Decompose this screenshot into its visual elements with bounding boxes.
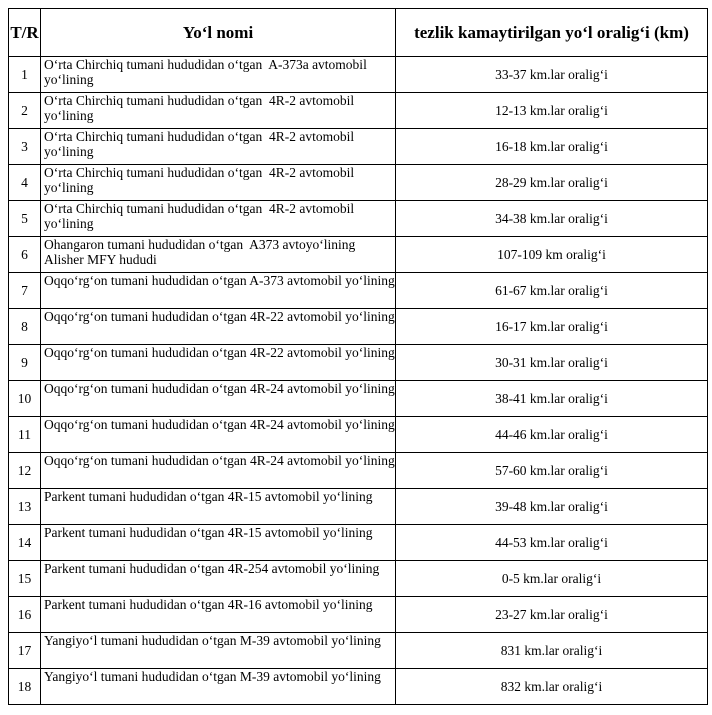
table-row: 7 Oqqo‘rg‘on tumani hududidan o‘tgan A-37… — [8, 272, 708, 309]
road-name-text: Parkent tumani hududidan o‘tgan 4R-254 a… — [44, 561, 380, 577]
road-name-text: Oqqo‘rg‘on tumani hududidan o‘tgan 4R-22… — [44, 345, 395, 361]
road-name: Oqqo‘rg‘on tumani hududidan o‘tgan 4R-24… — [40, 452, 396, 489]
road-name: Yangiyo‘l tumani hududidan o‘tgan M-39 a… — [40, 632, 396, 669]
header-range: tezlik kamaytirilgan yo‘l oralig‘i (km) — [395, 8, 708, 57]
road-range: 0-5 km.lar oralig‘i — [395, 560, 708, 597]
road-range: 44-53 km.lar oralig‘i — [395, 524, 708, 561]
road-name-text: O‘rta Chirchiq tumani hududidan o‘tgan 4… — [44, 165, 358, 196]
road-range: 57-60 km.lar oralig‘i — [395, 452, 708, 489]
road-name-text: Yangiyo‘l tumani hududidan o‘tgan M-39 a… — [44, 633, 381, 649]
table-row: 16 Parkent tumani hududidan o‘tgan 4R-16 … — [8, 596, 708, 633]
header-number: T/R — [8, 8, 41, 57]
road-name: O‘rta Chirchiq tumani hududidan o‘tgan 4… — [40, 92, 396, 129]
road-name-text: O‘rta Chirchiq tumani hududidan o‘tgan 4… — [44, 201, 358, 232]
road-name-text: Ohangaron tumani hududidan o‘tgan A373 a… — [44, 237, 358, 268]
road-range: 12-13 km.lar oralig‘i — [395, 92, 708, 129]
table-row: 1 O‘rta Chirchiq tumani hududidan o‘tgan … — [8, 56, 708, 93]
row-number: 5 — [8, 200, 41, 237]
row-number: 9 — [8, 344, 41, 381]
table-row: 13 Parkent tumani hududidan o‘tgan 4R-15 … — [8, 488, 708, 525]
road-name: Parkent tumani hududidan o‘tgan 4R-16 av… — [40, 596, 396, 633]
road-name-text: Parkent tumani hududidan o‘tgan 4R-15 av… — [44, 525, 373, 541]
road-range: 28-29 km.lar oralig‘i — [395, 164, 708, 201]
road-range: 23-27 km.lar oralig‘i — [395, 596, 708, 633]
row-number: 7 — [8, 272, 41, 309]
road-name-text: Oqqo‘rg‘on tumani hududidan o‘tgan 4R-22… — [44, 309, 395, 325]
road-name: Oqqo‘rg‘on tumani hududidan o‘tgan 4R-24… — [40, 380, 396, 417]
road-name: Ohangaron tumani hududidan o‘tgan A373 a… — [40, 236, 396, 273]
road-range: 39-48 km.lar oralig‘i — [395, 488, 708, 525]
road-name-text: O‘rta Chirchiq tumani hududidan o‘tgan 4… — [44, 93, 358, 124]
table-row: 5 O‘rta Chirchiq tumani hududidan o‘tgan … — [8, 200, 708, 237]
road-name: Oqqo‘rg‘on tumani hududidan o‘tgan 4R-22… — [40, 308, 396, 345]
table-row: 6 Ohangaron tumani hududidan o‘tgan A373 … — [8, 236, 708, 273]
road-range: 38-41 km.lar oralig‘i — [395, 380, 708, 417]
table-row: 11 Oqqo‘rg‘on tumani hududidan o‘tgan 4R-… — [8, 416, 708, 453]
road-name-text: Yangiyo‘l tumani hududidan o‘tgan M-39 a… — [44, 669, 381, 685]
row-number: 15 — [8, 560, 41, 597]
row-number: 12 — [8, 452, 41, 489]
road-name: Oqqo‘rg‘on tumani hududidan o‘tgan A-373… — [40, 272, 396, 309]
road-name: O‘rta Chirchiq tumani hududidan o‘tgan A… — [40, 56, 396, 93]
table-row: 12 Oqqo‘rg‘on tumani hududidan o‘tgan 4R-… — [8, 452, 708, 489]
header-road-name: Yo‘l nomi — [40, 8, 396, 57]
road-range: 34-38 km.lar oralig‘i — [395, 200, 708, 237]
row-number: 16 — [8, 596, 41, 633]
road-name-text: Oqqo‘rg‘on tumani hududidan o‘tgan 4R-24… — [44, 381, 395, 397]
header-row: T/R Yo‘l nomi tezlik kamaytirilgan yo‘l … — [8, 8, 708, 57]
road-name-text: Oqqo‘rg‘on tumani hududidan o‘tgan A-373… — [44, 273, 395, 289]
road-name: Yangiyo‘l tumani hududidan o‘tgan M-39 a… — [40, 668, 396, 705]
row-number: 18 — [8, 668, 41, 705]
road-range: 107-109 km oralig‘i — [395, 236, 708, 273]
road-range: 30-31 km.lar oralig‘i — [395, 344, 708, 381]
road-range: 16-17 km.lar oralig‘i — [395, 308, 708, 345]
road-name-text: Oqqo‘rg‘on tumani hududidan o‘tgan 4R-24… — [44, 453, 395, 469]
row-number: 6 — [8, 236, 41, 273]
table-row: 17 Yangiyo‘l tumani hududidan o‘tgan M-39… — [8, 632, 708, 669]
road-name-text: Parkent tumani hududidan o‘tgan 4R-16 av… — [44, 597, 373, 613]
road-name: Oqqo‘rg‘on tumani hududidan o‘tgan 4R-22… — [40, 344, 396, 381]
table-row: 14 Parkent tumani hududidan o‘tgan 4R-15 … — [8, 524, 708, 561]
road-range: 831 km.lar oralig‘i — [395, 632, 708, 669]
road-range: 16-18 km.lar oralig‘i — [395, 128, 708, 165]
table-row: 18 Yangiyo‘l tumani hududidan o‘tgan M-39… — [8, 668, 708, 705]
table-row: 10 Oqqo‘rg‘on tumani hududidan o‘tgan 4R-… — [8, 380, 708, 417]
table-row: 8 Oqqo‘rg‘on tumani hududidan o‘tgan 4R-2… — [8, 308, 708, 345]
road-name: Oqqo‘rg‘on tumani hududidan o‘tgan 4R-24… — [40, 416, 396, 453]
table-row: 4 O‘rta Chirchiq tumani hududidan o‘tgan … — [8, 164, 708, 201]
road-name-text: O‘rta Chirchiq tumani hududidan o‘tgan A… — [44, 57, 371, 88]
road-name: O‘rta Chirchiq tumani hududidan o‘tgan 4… — [40, 200, 396, 237]
row-number: 4 — [8, 164, 41, 201]
table-row: 9 Oqqo‘rg‘on tumani hududidan o‘tgan 4R-2… — [8, 344, 708, 381]
row-number: 3 — [8, 128, 41, 165]
road-range: 832 km.lar oralig‘i — [395, 668, 708, 705]
row-number: 14 — [8, 524, 41, 561]
row-number: 13 — [8, 488, 41, 525]
road-range: 61-67 km.lar oralig‘i — [395, 272, 708, 309]
road-name: Parkent tumani hududidan o‘tgan 4R-15 av… — [40, 524, 396, 561]
road-speed-table: T/R Yo‘l nomi tezlik kamaytirilgan yo‘l … — [8, 8, 708, 705]
road-name: Parkent tumani hududidan o‘tgan 4R-254 a… — [40, 560, 396, 597]
row-number: 11 — [8, 416, 41, 453]
row-number: 10 — [8, 380, 41, 417]
road-name: O‘rta Chirchiq tumani hududidan o‘tgan 4… — [40, 128, 396, 165]
row-number: 1 — [8, 56, 41, 93]
road-name-text: Oqqo‘rg‘on tumani hududidan o‘tgan 4R-24… — [44, 417, 395, 433]
road-range: 44-46 km.lar oralig‘i — [395, 416, 708, 453]
road-range: 33-37 km.lar oralig‘i — [395, 56, 708, 93]
road-name: Parkent tumani hududidan o‘tgan 4R-15 av… — [40, 488, 396, 525]
road-name-text: O‘rta Chirchiq tumani hududidan o‘tgan 4… — [44, 129, 358, 160]
table-row: 2 O‘rta Chirchiq tumani hududidan o‘tgan … — [8, 92, 708, 129]
row-number: 2 — [8, 92, 41, 129]
road-name: O‘rta Chirchiq tumani hududidan o‘tgan 4… — [40, 164, 396, 201]
table-row: 3 O‘rta Chirchiq tumani hududidan o‘tgan … — [8, 128, 708, 165]
table-row: 15 Parkent tumani hududidan o‘tgan 4R-254… — [8, 560, 708, 597]
row-number: 8 — [8, 308, 41, 345]
road-name-text: Parkent tumani hududidan o‘tgan 4R-15 av… — [44, 489, 373, 505]
row-number: 17 — [8, 632, 41, 669]
